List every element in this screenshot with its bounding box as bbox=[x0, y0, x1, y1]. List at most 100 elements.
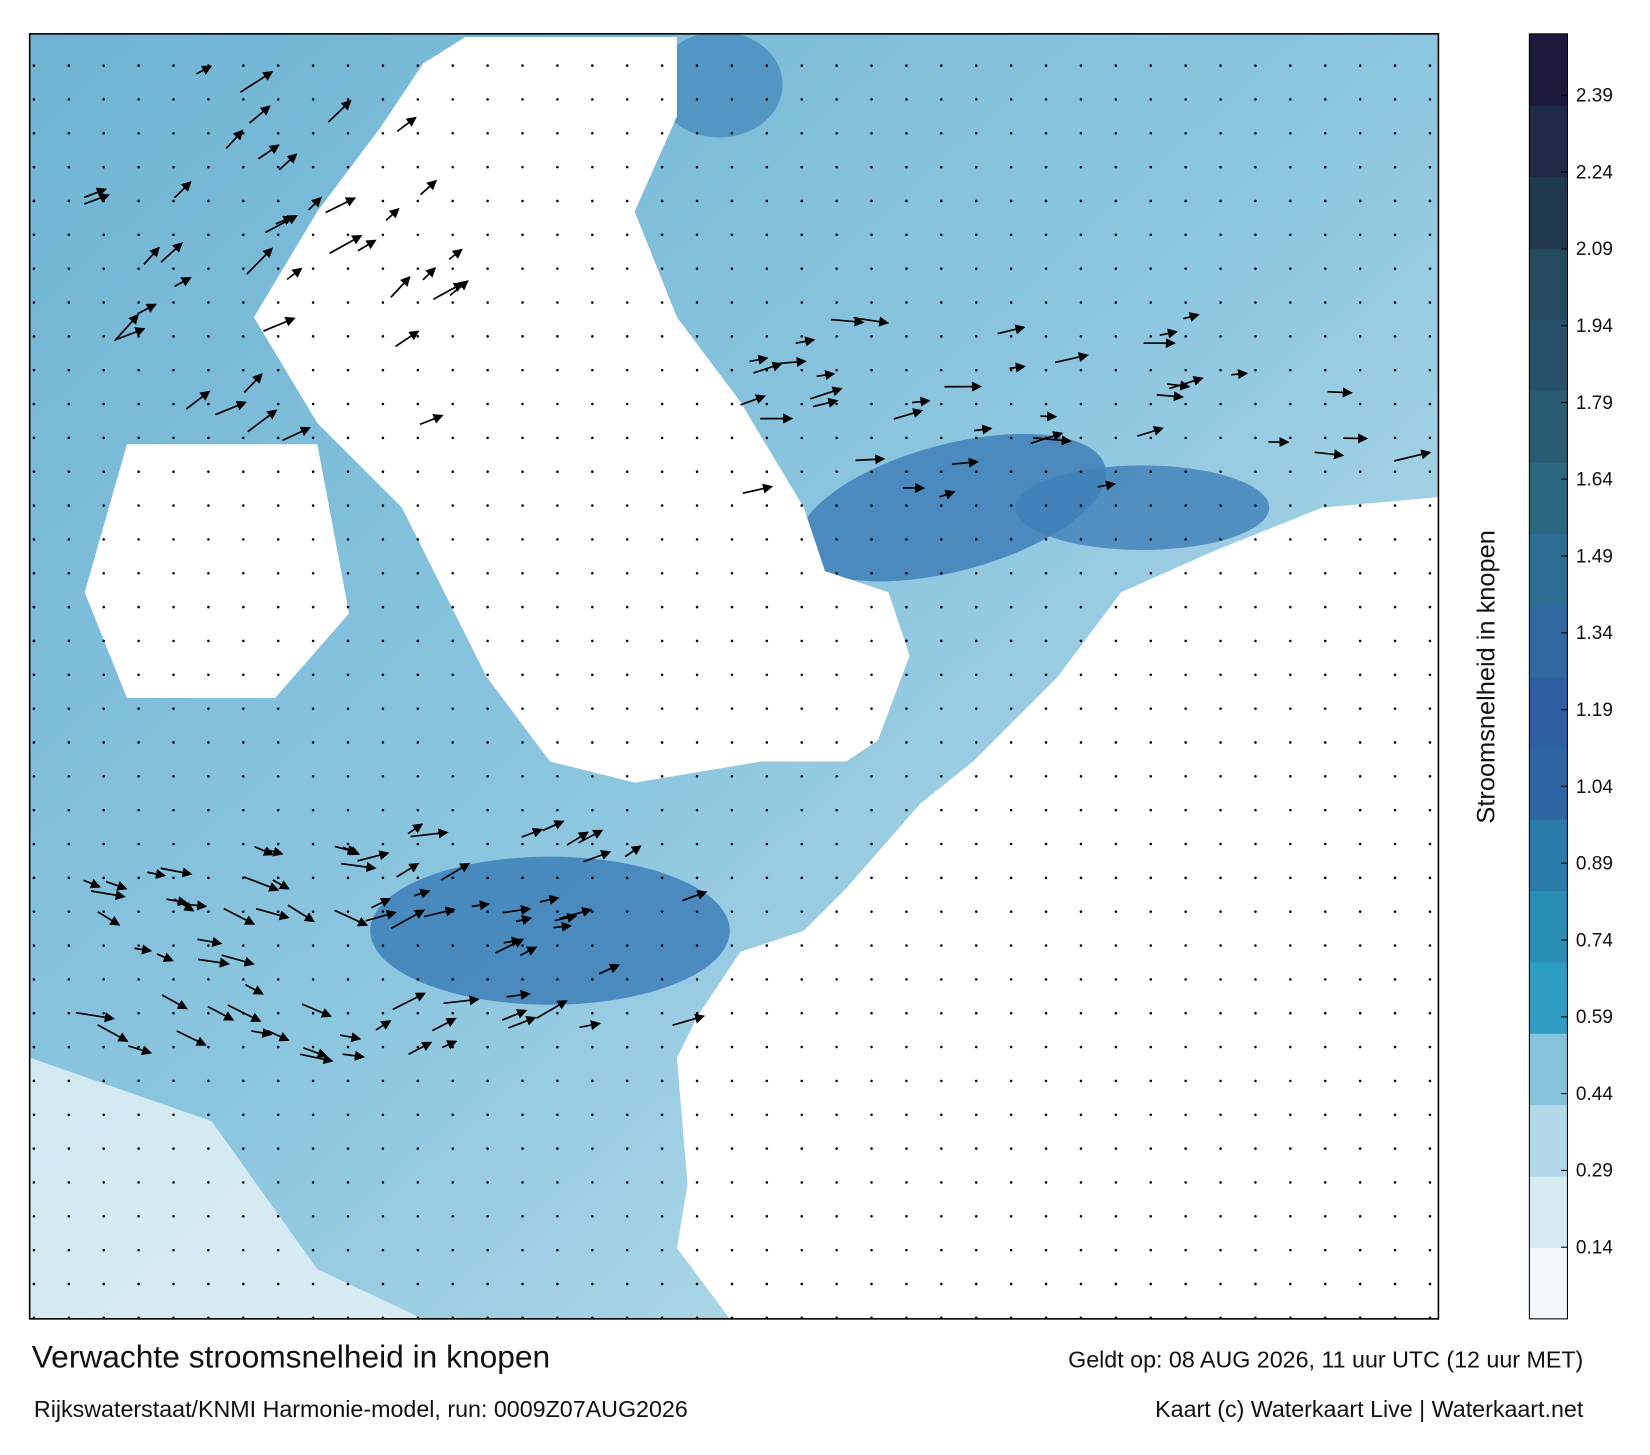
grid-dot bbox=[172, 877, 175, 880]
grid-dot bbox=[626, 1283, 629, 1286]
grid-dot bbox=[1394, 200, 1397, 203]
grid-dot bbox=[1115, 200, 1118, 203]
grid-dot bbox=[556, 538, 559, 541]
grid-dot bbox=[417, 369, 420, 372]
grid-dot bbox=[1394, 301, 1397, 304]
grid-dot bbox=[242, 538, 245, 541]
grid-dot bbox=[347, 64, 350, 67]
grid-dot bbox=[277, 1215, 280, 1218]
grid-dot bbox=[33, 504, 36, 507]
grid-dot bbox=[486, 200, 489, 203]
grid-dot bbox=[242, 572, 245, 575]
grid-dot bbox=[975, 1080, 978, 1083]
grid-dot bbox=[242, 1147, 245, 1150]
grid-dot bbox=[451, 504, 454, 507]
grid-dot bbox=[1045, 707, 1048, 710]
grid-dot bbox=[451, 403, 454, 406]
grid-dot bbox=[242, 64, 245, 67]
grid-dot bbox=[417, 64, 420, 67]
grid-dot bbox=[486, 944, 489, 947]
grid-dot bbox=[277, 504, 280, 507]
grid-dot bbox=[312, 944, 315, 947]
grid-dot bbox=[521, 200, 524, 203]
grid-dot bbox=[800, 267, 803, 270]
grid-dot bbox=[312, 572, 315, 575]
grid-dot bbox=[1289, 437, 1292, 440]
colorbar-band bbox=[1529, 605, 1567, 677]
grid-dot bbox=[417, 775, 420, 778]
grid-dot bbox=[1184, 843, 1187, 846]
grid-dot bbox=[940, 877, 943, 880]
grid-dot bbox=[137, 267, 140, 270]
grid-dot bbox=[800, 1012, 803, 1015]
grid-dot bbox=[905, 843, 908, 846]
grid-dot bbox=[312, 1181, 315, 1184]
grid-dot bbox=[766, 132, 769, 135]
grid-dot bbox=[1289, 267, 1292, 270]
grid-dot bbox=[661, 200, 664, 203]
grid-dot bbox=[172, 1080, 175, 1083]
grid-dot bbox=[1045, 1147, 1048, 1150]
grid-dot bbox=[905, 403, 908, 406]
grid-dot bbox=[731, 470, 734, 473]
grid-dot bbox=[312, 877, 315, 880]
grid-dot bbox=[870, 944, 873, 947]
grid-dot bbox=[766, 64, 769, 67]
grid-dot bbox=[1429, 606, 1432, 609]
grid-dot bbox=[1359, 98, 1362, 101]
grid-dot bbox=[661, 978, 664, 981]
grid-dot bbox=[731, 606, 734, 609]
grid-dot bbox=[626, 1147, 629, 1150]
grid-dot bbox=[1219, 1113, 1222, 1116]
grid-dot bbox=[905, 166, 908, 169]
grid-dot bbox=[731, 809, 734, 812]
grid-dot bbox=[1254, 877, 1257, 880]
grid-dot bbox=[975, 606, 978, 609]
grid-dot bbox=[940, 403, 943, 406]
grid-dot bbox=[556, 470, 559, 473]
grid-dot bbox=[626, 403, 629, 406]
grid-dot bbox=[347, 1012, 350, 1015]
grid-dot bbox=[556, 673, 559, 676]
grid-dot bbox=[1394, 504, 1397, 507]
grid-dot bbox=[1219, 437, 1222, 440]
grid-dot bbox=[1080, 1147, 1083, 1150]
grid-dot bbox=[626, 877, 629, 880]
grid-dot bbox=[521, 944, 524, 947]
grid-dot bbox=[870, 606, 873, 609]
grid-dot bbox=[277, 910, 280, 913]
grid-dot bbox=[1010, 707, 1013, 710]
grid-dot bbox=[1080, 437, 1083, 440]
grid-dot bbox=[1010, 369, 1013, 372]
grid-dot bbox=[417, 1283, 420, 1286]
grid-dot bbox=[591, 538, 594, 541]
grid-dot bbox=[1149, 98, 1152, 101]
grid-dot bbox=[347, 538, 350, 541]
grid-dot bbox=[451, 1249, 454, 1252]
grid-dot bbox=[1184, 437, 1187, 440]
grid-dot bbox=[1149, 1113, 1152, 1116]
grid-dot bbox=[277, 267, 280, 270]
grid-dot bbox=[451, 640, 454, 643]
grid-dot bbox=[486, 234, 489, 237]
grid-dot bbox=[1010, 741, 1013, 744]
grid-dot bbox=[1149, 978, 1152, 981]
grid-dot bbox=[766, 200, 769, 203]
grid-dot bbox=[486, 1283, 489, 1286]
grid-dot bbox=[172, 978, 175, 981]
grid-dot bbox=[1115, 470, 1118, 473]
grid-dot bbox=[521, 877, 524, 880]
grid-dot bbox=[1045, 775, 1048, 778]
grid-dot bbox=[1324, 910, 1327, 913]
colorbar-tick-label: 2.24 bbox=[1576, 162, 1613, 183]
grid-dot bbox=[1115, 1046, 1118, 1049]
grid-dot bbox=[382, 809, 385, 812]
grid-dot bbox=[207, 1181, 210, 1184]
grid-dot bbox=[1115, 267, 1118, 270]
grid-dot bbox=[870, 775, 873, 778]
grid-dot bbox=[556, 234, 559, 237]
grid-dot bbox=[975, 877, 978, 880]
grid-dot bbox=[696, 234, 699, 237]
grid-dot bbox=[102, 1012, 105, 1015]
grid-dot bbox=[870, 843, 873, 846]
